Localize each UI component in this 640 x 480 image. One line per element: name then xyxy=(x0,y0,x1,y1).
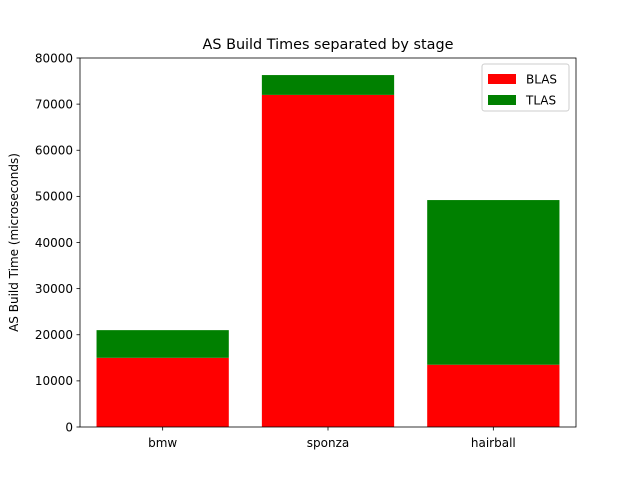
bar-blas-sponza xyxy=(261,94,395,428)
legend-label-blas: BLAS xyxy=(526,73,557,87)
y-tick-label: 60000 xyxy=(35,144,73,158)
y-tick-label: 20000 xyxy=(35,328,73,342)
y-tick-label: 50000 xyxy=(35,190,73,204)
x-tick-label-sponza: sponza xyxy=(307,436,349,450)
bars-group xyxy=(96,75,560,428)
y-axis: 0 10000 20000 30000 40000 50000 60000 70000 8000… xyxy=(35,51,80,434)
x-tick-label-bmw: bmw xyxy=(148,436,177,450)
y-axis-label: AS Build Time (microseconds) xyxy=(7,153,21,332)
bar-tlas-sponza xyxy=(261,75,395,95)
y-tick-label: 10000 xyxy=(35,374,73,388)
x-axis: bmw sponza hairball xyxy=(148,427,516,450)
legend: BLAS TLAS xyxy=(481,63,570,112)
bar-tlas-bmw xyxy=(96,330,229,358)
y-tick-label: 30000 xyxy=(35,282,73,296)
x-tick-label-hairball: hairball xyxy=(471,436,516,450)
bar-blas-hairball xyxy=(427,364,560,427)
bar-tlas-hairball xyxy=(427,200,560,365)
y-tick-label: 70000 xyxy=(35,97,73,111)
legend-swatch-tlas xyxy=(488,95,516,105)
bar-blas-bmw xyxy=(96,357,229,427)
chart-title: AS Build Times separated by stage xyxy=(203,37,454,53)
y-tick-label: 0 xyxy=(65,420,73,434)
y-tick-label: 80000 xyxy=(35,51,73,65)
legend-swatch-blas xyxy=(488,74,516,84)
legend-label-tlas: TLAS xyxy=(525,94,556,108)
y-tick-label: 40000 xyxy=(35,236,73,250)
